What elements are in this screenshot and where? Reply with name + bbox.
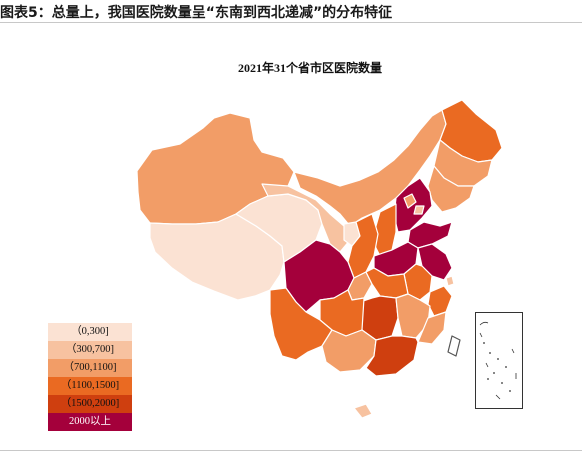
- region-beijing: [403, 193, 417, 209]
- region-hainan: [353, 403, 373, 419]
- map-legend: （0,300] （300,700] （700,1100] （1100,1500]…: [48, 323, 132, 431]
- south-china-sea-islands-icon: [479, 321, 517, 400]
- map-title: 2021年31个省市区医院数量: [237, 61, 382, 75]
- region-guangdong: [365, 335, 419, 377]
- region-zhejiang: [427, 285, 453, 317]
- legend-item-3: （1100,1500]: [48, 377, 132, 395]
- region-neimenggu: [293, 109, 447, 227]
- legend-item-5: 2000以上: [48, 413, 132, 431]
- region-taiwan: [447, 335, 461, 357]
- region-shanghai: [445, 275, 455, 287]
- top-divider: [0, 22, 582, 23]
- legend-item-2: （700,1100]: [48, 359, 132, 377]
- legend-item-1: （300,700]: [48, 341, 132, 359]
- legend-item-0: （0,300]: [48, 323, 132, 341]
- bottom-divider: [0, 450, 582, 451]
- region-xizang: [149, 213, 285, 301]
- region-tianjin: [413, 205, 425, 215]
- legend-item-4: （1500,2000]: [48, 395, 132, 413]
- figure-title: 图表5：总量上，我国医院数量呈“东南到西北递减”的分布特征: [0, 5, 393, 21]
- south-china-sea-inset: [475, 312, 523, 409]
